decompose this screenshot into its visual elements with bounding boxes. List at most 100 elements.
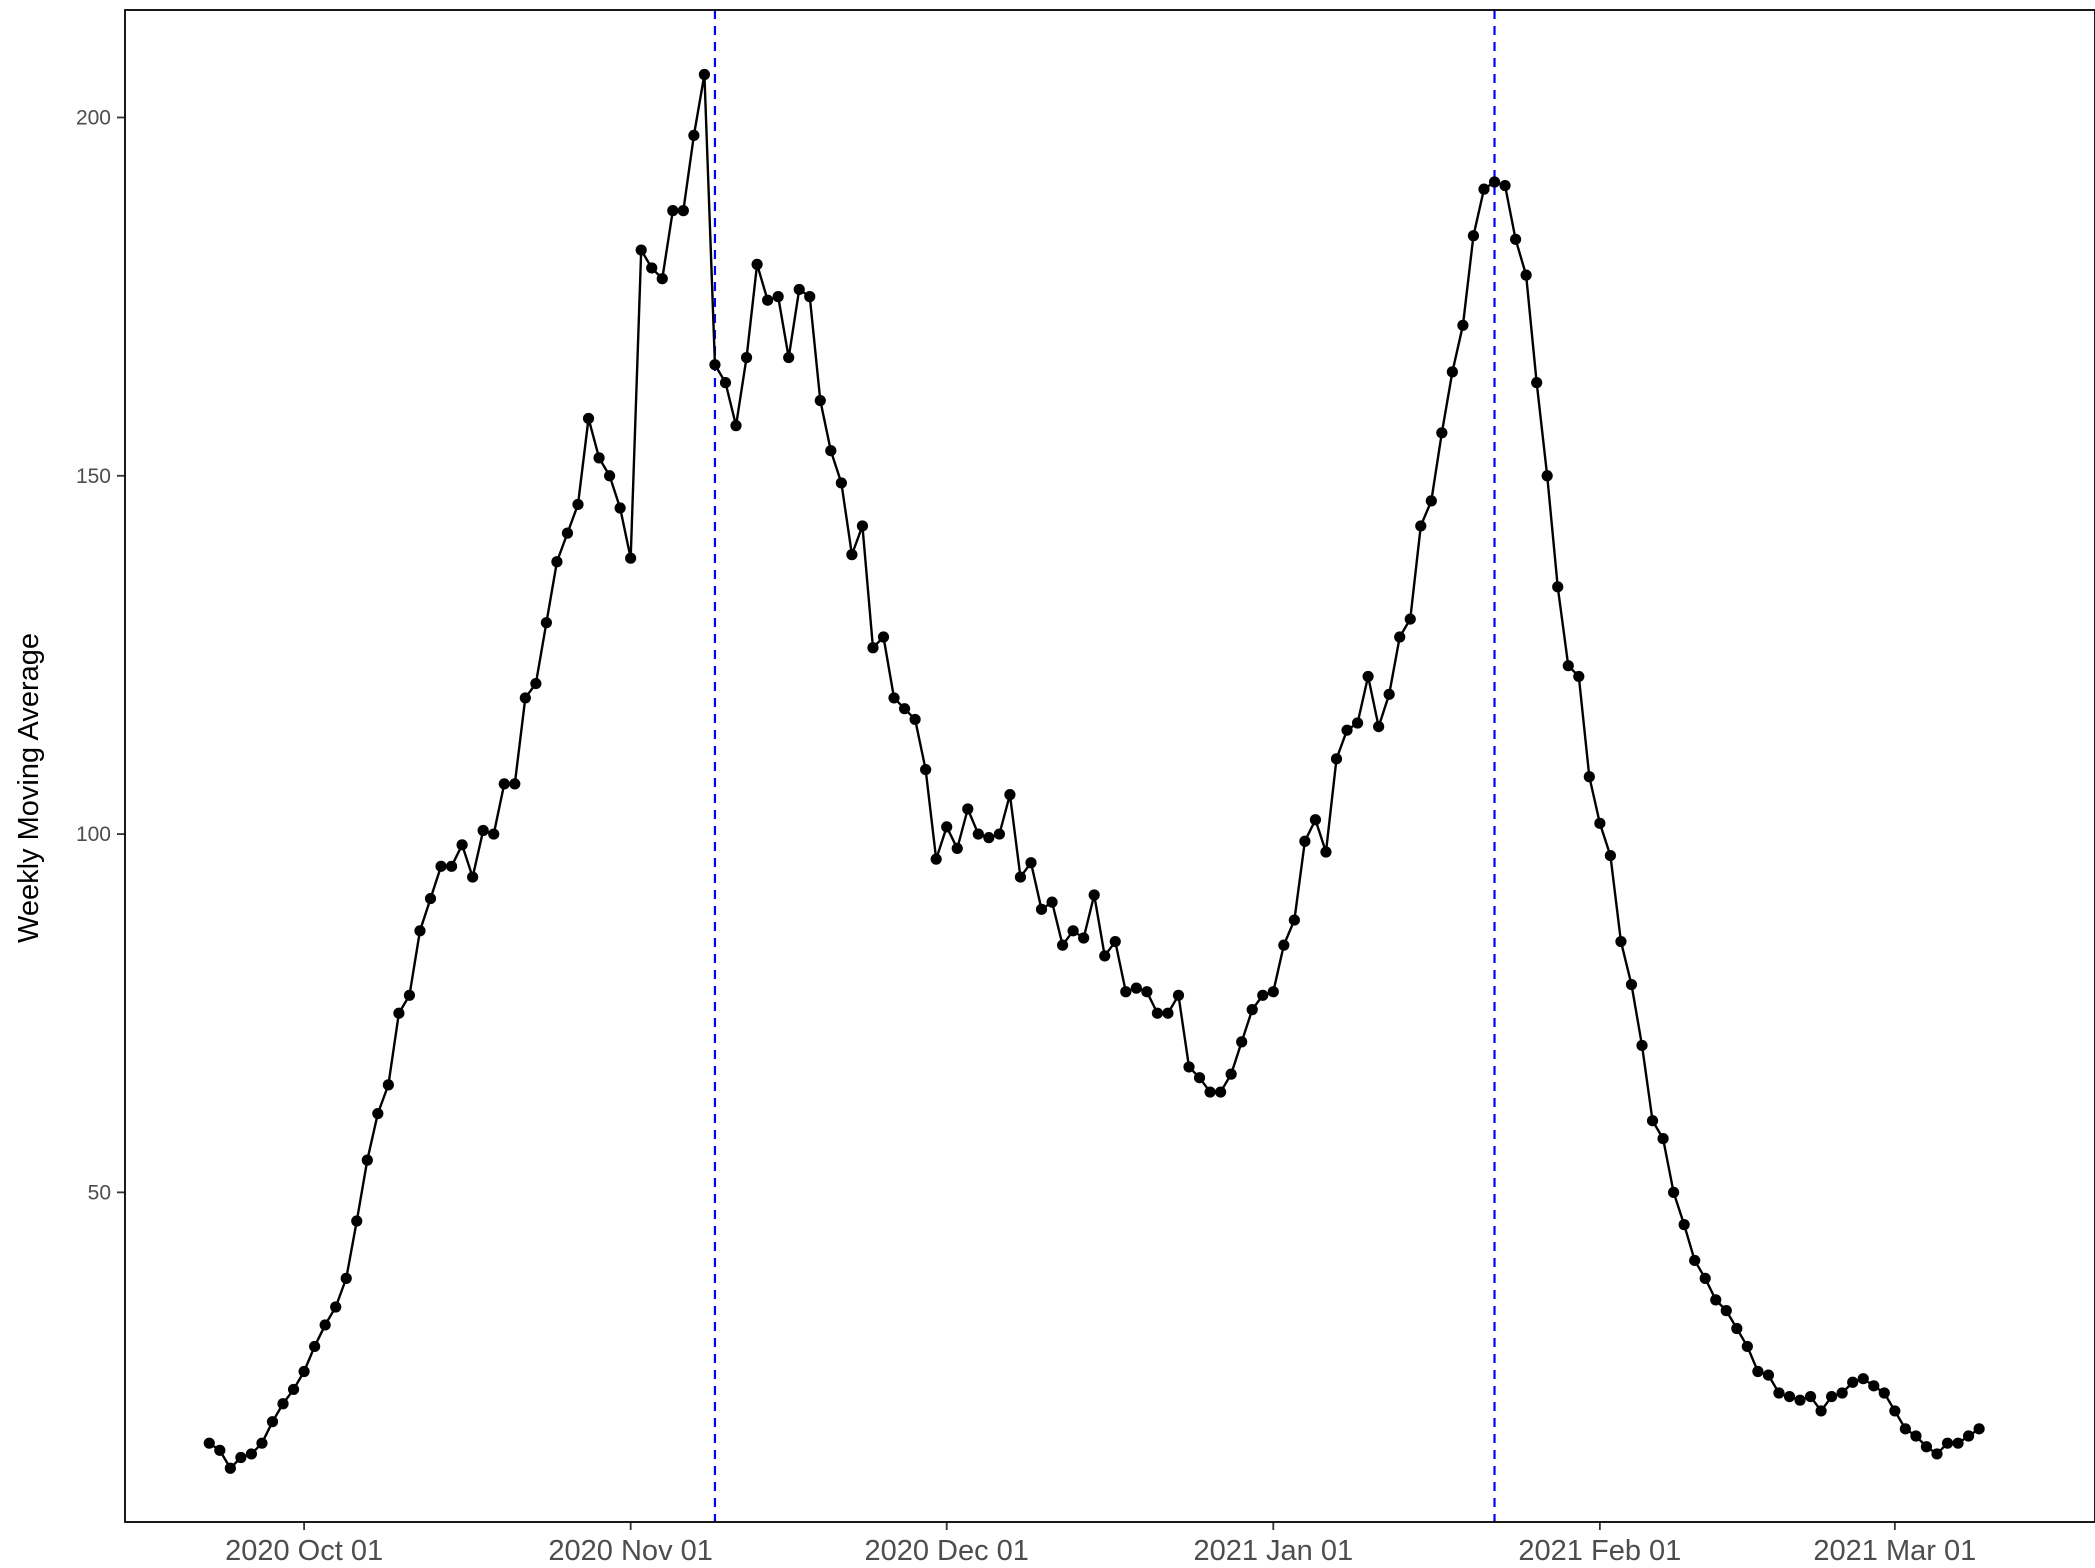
data-point — [1004, 789, 1016, 801]
data-point — [751, 258, 763, 270]
data-point — [330, 1301, 342, 1313]
data-point — [1562, 660, 1574, 672]
data-point — [614, 502, 626, 514]
data-point — [593, 452, 605, 464]
data-point — [1762, 1369, 1775, 1381]
data-point — [382, 1079, 394, 1091]
data-point — [888, 692, 900, 704]
data-point — [551, 556, 563, 568]
data-point — [1520, 269, 1532, 281]
data-point — [1330, 753, 1343, 765]
data-point — [1457, 319, 1469, 331]
data-point — [1783, 1391, 1796, 1403]
data-point — [1488, 176, 1501, 188]
data-point — [1531, 377, 1543, 389]
data-point — [1636, 1039, 1648, 1052]
data-point — [1288, 914, 1300, 926]
data-point — [1509, 233, 1522, 245]
data-point — [1278, 939, 1290, 951]
data-point — [656, 273, 668, 285]
data-point — [1257, 989, 1269, 1001]
data-point — [1741, 1340, 1753, 1353]
data-point — [403, 989, 416, 1001]
data-point — [1931, 1448, 1943, 1460]
data-point — [688, 129, 700, 141]
data-point — [1014, 871, 1027, 883]
data-point — [1120, 986, 1132, 998]
data-point — [561, 527, 574, 539]
data-point — [1689, 1254, 1701, 1267]
data-point — [1025, 857, 1037, 869]
data-point — [920, 763, 932, 776]
data-point — [298, 1365, 310, 1378]
y-tick-label: 50 — [88, 1181, 111, 1204]
data-point — [1172, 989, 1185, 1001]
data-point — [1889, 1405, 1901, 1417]
data-point — [867, 642, 879, 654]
data-point — [1056, 939, 1069, 951]
data-point — [1246, 1004, 1258, 1016]
data-point — [1773, 1387, 1785, 1399]
data-point — [1878, 1387, 1890, 1399]
data-point — [509, 778, 521, 790]
data-point — [1952, 1437, 1964, 1449]
data-point — [277, 1398, 289, 1410]
data-point — [772, 291, 784, 303]
data-point — [456, 839, 468, 851]
y-tick-label: 100 — [76, 823, 111, 846]
y-tick-label: 200 — [76, 106, 111, 129]
data-point — [1625, 978, 1638, 991]
series-line — [208, 73, 1980, 1470]
data-point — [519, 692, 531, 704]
data-point — [1646, 1115, 1659, 1127]
data-point — [1078, 932, 1090, 944]
data-point — [1973, 1423, 1985, 1435]
data-point — [488, 828, 500, 840]
data-point — [1467, 230, 1480, 242]
data-point — [1615, 935, 1627, 948]
data-point — [1299, 835, 1311, 847]
data-point — [972, 828, 984, 840]
data-point — [1962, 1430, 1975, 1442]
data-point — [814, 394, 826, 407]
data-point — [1794, 1394, 1806, 1406]
data-point — [1899, 1423, 1911, 1435]
data-point — [393, 1007, 405, 1019]
data-point — [941, 821, 953, 833]
data-point — [709, 359, 721, 371]
data-point — [1847, 1376, 1859, 1388]
data-point — [1309, 814, 1322, 826]
x-tick-label: 2021 Feb 01 — [1518, 1535, 1681, 1567]
data-point — [1710, 1294, 1722, 1306]
data-point — [930, 853, 942, 865]
data-point — [224, 1462, 236, 1474]
data-point — [635, 244, 647, 256]
data-point — [582, 412, 595, 425]
data-point — [1731, 1322, 1743, 1335]
data-point — [1436, 427, 1448, 439]
x-tick-label: 2021 Mar 01 — [1813, 1535, 1976, 1567]
data-point — [1204, 1086, 1216, 1098]
data-point — [1857, 1373, 1869, 1385]
data-point — [993, 828, 1005, 840]
data-point — [1583, 771, 1595, 783]
data-point — [540, 617, 552, 629]
x-tick-label: 2020 Dec 01 — [864, 1535, 1028, 1567]
data-point — [1351, 717, 1364, 729]
data-point — [625, 552, 637, 564]
data-point — [361, 1154, 373, 1166]
data-point — [214, 1444, 226, 1456]
y-axis-title: Weekly Moving Average — [13, 633, 45, 943]
data-point — [1720, 1305, 1732, 1317]
data-point — [1373, 720, 1385, 733]
data-point — [256, 1437, 268, 1449]
x-tick-label: 2020 Oct 01 — [225, 1535, 383, 1567]
data-point — [424, 892, 437, 905]
data-point — [1826, 1391, 1838, 1403]
data-point — [898, 703, 911, 715]
data-point — [266, 1416, 279, 1428]
data-point — [372, 1107, 384, 1120]
data-point — [1920, 1441, 1933, 1453]
data-point — [1541, 470, 1553, 482]
data-point — [730, 420, 742, 432]
